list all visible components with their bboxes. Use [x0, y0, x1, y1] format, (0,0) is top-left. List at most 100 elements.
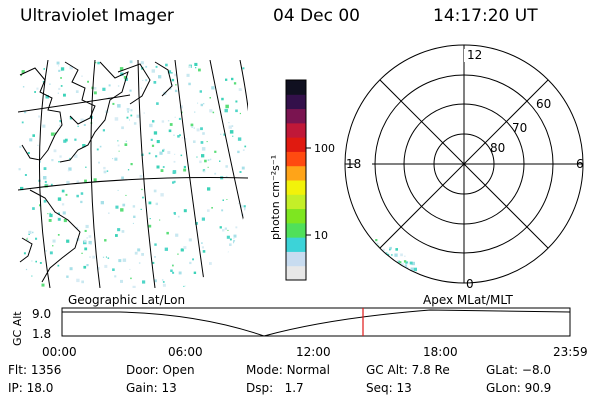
mlt-label-12: 12	[467, 48, 482, 62]
emission-pixel	[81, 75, 83, 77]
emission-pixel	[117, 140, 119, 142]
emission-pixel	[193, 271, 197, 274]
emission-pixel	[67, 169, 70, 172]
emission-pixel	[389, 261, 393, 265]
emission-pixel	[32, 207, 35, 210]
emission-pixel	[118, 150, 120, 152]
emission-pixel	[145, 79, 148, 82]
emission-pixel	[81, 280, 84, 284]
emission-pixel	[84, 247, 88, 251]
emission-pixel	[173, 180, 176, 183]
emission-pixel	[207, 166, 209, 168]
emission-pixel	[376, 242, 379, 245]
emission-pixel	[401, 272, 405, 276]
emission-pixel	[159, 151, 163, 155]
emission-pixel	[156, 165, 160, 169]
emission-pixel	[27, 240, 30, 242]
emission-pixel	[212, 111, 215, 114]
emission-pixel	[362, 241, 365, 245]
emission-pixel	[88, 240, 92, 245]
emission-pixel	[42, 80, 45, 83]
emission-pixel	[149, 218, 151, 220]
emission-pixel	[59, 120, 62, 123]
emission-pixel	[103, 170, 107, 174]
emission-pixel	[95, 62, 97, 64]
emission-pixel	[167, 151, 171, 154]
emission-pixel	[178, 117, 181, 120]
colorbar-segment	[286, 222, 306, 238]
emission-pixel	[117, 189, 119, 191]
emission-pixel	[211, 207, 213, 209]
emission-pixel	[241, 166, 245, 170]
emission-pixel	[153, 189, 157, 193]
emission-pixel	[49, 213, 53, 218]
emission-pixel	[162, 166, 165, 168]
emission-pixel	[83, 265, 87, 269]
emission-pixel	[22, 86, 25, 88]
emission-pixel	[225, 104, 229, 109]
emission-pixel	[122, 203, 126, 207]
colorbar-segment	[286, 151, 306, 167]
emission-pixel	[201, 217, 205, 221]
emission-pixel	[105, 256, 107, 258]
emission-pixel	[49, 251, 53, 255]
emission-pixel	[19, 145, 22, 148]
emission-pixel	[141, 188, 143, 191]
emission-pixel	[228, 122, 230, 124]
colorbar-unit-label: photon cm⁻²s⁻¹	[269, 155, 282, 240]
emission-pixel	[57, 212, 60, 215]
status-mode: Mode: Normal	[246, 363, 330, 377]
emission-pixel	[89, 256, 91, 258]
emission-pixel	[74, 154, 78, 158]
emission-pixel	[225, 175, 228, 178]
emission-pixel	[108, 84, 111, 87]
emission-pixel	[150, 138, 153, 141]
emission-pixel	[174, 73, 177, 77]
emission-pixel	[356, 235, 358, 237]
emission-pixel	[165, 63, 168, 67]
globe-content	[18, 60, 248, 288]
emission-pixel	[36, 87, 39, 90]
emission-pixel	[84, 229, 87, 232]
emission-pixel	[162, 283, 166, 287]
emission-pixel	[161, 120, 165, 123]
emission-pixel	[141, 253, 144, 256]
emission-pixel	[171, 78, 175, 82]
emission-pixel	[361, 229, 363, 232]
emission-pixel	[403, 260, 407, 263]
emission-pixel	[21, 70, 25, 74]
emission-pixel	[58, 69, 61, 72]
emission-pixel	[34, 91, 36, 93]
emission-pixel	[66, 180, 70, 185]
emission-pixel	[400, 253, 403, 257]
emission-pixel	[98, 161, 100, 164]
emission-pixel	[45, 250, 47, 252]
emission-pixel	[28, 233, 30, 235]
emission-pixel	[203, 103, 205, 105]
emission-pixel	[243, 205, 246, 208]
emission-pixel	[172, 264, 174, 267]
emission-pixel	[117, 144, 120, 147]
emission-pixel	[138, 262, 141, 264]
emission-pixel	[26, 237, 29, 239]
emission-pixel	[154, 243, 157, 246]
emission-pixel	[143, 112, 145, 114]
emission-pixel	[226, 199, 228, 200]
emission-pixel	[20, 74, 22, 77]
emission-pixel	[56, 61, 60, 65]
emission-pixel	[152, 261, 155, 264]
timeline-x-tick-0000: 00:00	[42, 345, 77, 359]
emission-pixel	[139, 174, 143, 178]
colorbar-segment	[286, 208, 306, 224]
emission-pixel	[155, 65, 158, 68]
emission-pixel	[409, 261, 413, 265]
emission-pixel	[43, 68, 45, 70]
emission-pixel	[65, 193, 68, 196]
emission-pixel	[369, 240, 372, 244]
colorbar-segment	[286, 251, 306, 267]
colorbar-segment	[286, 194, 306, 210]
emission-pixel	[193, 127, 195, 129]
emission-pixel	[174, 116, 176, 118]
colorbar-segment	[286, 237, 306, 252]
timeline-frame	[61, 307, 571, 337]
